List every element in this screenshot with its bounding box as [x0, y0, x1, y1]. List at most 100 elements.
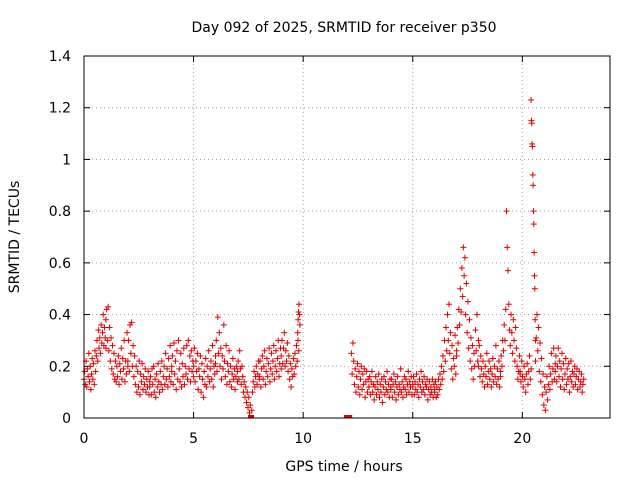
data-point: [420, 386, 427, 393]
data-point: [94, 337, 101, 344]
data-point: [483, 350, 490, 357]
data-point: [194, 350, 201, 357]
data-point: [113, 378, 120, 385]
data-point: [470, 376, 477, 383]
data-point: [190, 363, 197, 370]
data-point: [555, 373, 562, 380]
data-point: [546, 363, 553, 370]
data-point: [533, 334, 540, 341]
data-points: [81, 96, 587, 418]
data-point: [245, 394, 252, 401]
data-point: [112, 358, 119, 365]
data-point: [173, 347, 180, 354]
data-point: [437, 381, 444, 388]
data-point: [268, 350, 275, 357]
data-point: [413, 371, 420, 378]
data-point: [578, 371, 585, 378]
data-point: [540, 371, 547, 378]
data-point: [461, 254, 468, 261]
data-point: [528, 120, 535, 127]
data-point: [142, 389, 149, 396]
data-point: [394, 373, 401, 380]
data-point: [459, 293, 466, 300]
y-axis-label: SRMTID / TECUs: [7, 181, 23, 294]
data-point: [85, 350, 92, 357]
data-point: [207, 365, 214, 372]
data-point: [169, 352, 176, 359]
data-point: [457, 285, 464, 292]
data-point: [90, 360, 97, 367]
data-point: [555, 345, 562, 352]
data-point: [378, 389, 385, 396]
data-point: [416, 376, 423, 383]
data-point: [352, 365, 359, 372]
data-point: [262, 381, 269, 388]
data-point: [176, 378, 183, 385]
data-point: [439, 376, 446, 383]
data-point: [406, 378, 413, 385]
data-point: [130, 342, 137, 349]
data-point: [274, 355, 281, 362]
data-point: [535, 324, 542, 331]
data-point: [518, 358, 525, 365]
data-point: [204, 363, 211, 370]
data-point: [538, 355, 545, 362]
data-point: [579, 381, 586, 388]
data-point: [281, 329, 288, 336]
data-point: [217, 363, 224, 370]
data-point: [152, 394, 159, 401]
data-point: [295, 347, 302, 354]
data-point: [411, 391, 418, 398]
data-point: [356, 391, 363, 398]
data-point: [479, 378, 486, 385]
data-point: [463, 280, 470, 287]
data-point: [293, 342, 300, 349]
data-point: [253, 363, 260, 370]
data-point: [458, 308, 465, 315]
data-point: [443, 347, 450, 354]
data-point: [139, 386, 146, 393]
data-point: [532, 337, 539, 344]
data-point: [161, 363, 168, 370]
data-point: [102, 316, 109, 323]
data-point: [257, 383, 264, 390]
data-point: [147, 373, 154, 380]
data-point: [120, 365, 127, 372]
data-point: [543, 373, 550, 380]
data-point: [142, 365, 149, 372]
data-point: [364, 389, 371, 396]
data-point: [226, 378, 233, 385]
data-point: [166, 373, 173, 380]
data-point: [580, 376, 587, 383]
data-point: [137, 371, 144, 378]
data-point: [384, 389, 391, 396]
data-point: [113, 363, 120, 370]
data-point: [201, 368, 208, 375]
data-point: [203, 383, 210, 390]
data-point: [200, 394, 207, 401]
data-point: [483, 373, 490, 380]
x-tick-label: 0: [80, 431, 89, 447]
data-point: [537, 378, 544, 385]
data-point: [488, 383, 495, 390]
data-point: [264, 373, 271, 380]
data-point: [365, 383, 372, 390]
data-point: [418, 368, 425, 375]
data-point: [96, 345, 103, 352]
data-point: [443, 324, 450, 331]
data-point: [353, 373, 360, 380]
data-point: [117, 368, 124, 375]
data-point: [126, 368, 133, 375]
data-point: [473, 311, 480, 318]
data-point: [249, 389, 256, 396]
data-point: [108, 365, 115, 372]
data-point: [133, 363, 140, 370]
data-point: [295, 316, 302, 323]
data-point: [431, 389, 438, 396]
data-point: [121, 378, 128, 385]
data-point: [214, 368, 221, 375]
data-point: [467, 334, 474, 341]
data-point: [107, 358, 114, 365]
data-point: [202, 355, 209, 362]
data-point: [449, 376, 456, 383]
